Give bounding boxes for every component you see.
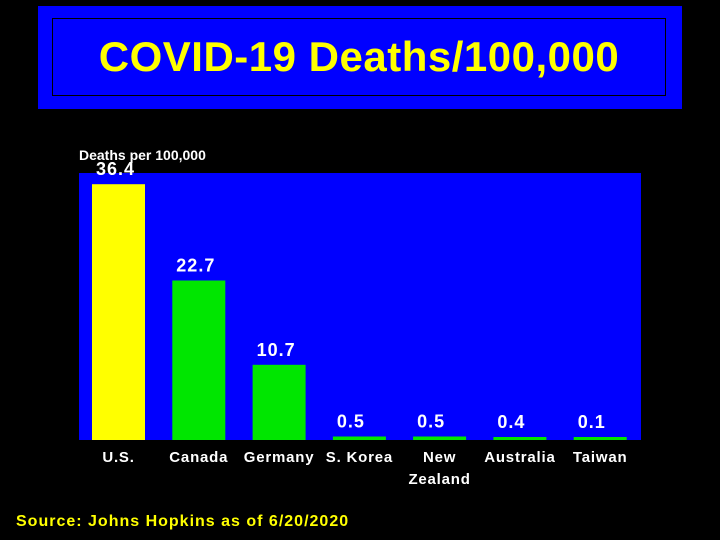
bar-u-s [92,184,145,440]
bar-australia [493,437,547,440]
bar-germany [252,364,306,440]
bar-taiwan [573,437,627,440]
title-frame: COVID-19 Deaths/100,000 [52,18,666,96]
bars [92,184,627,440]
title-banner: COVID-19 Deaths/100,000 [38,6,682,109]
category-labels: U.S. Canada Germany S. Korea New Zealand Austr… [102,449,628,488]
plot-area [79,173,641,440]
y-axis-label: Deaths per 100,000 [79,147,206,163]
category-label-canada: Canada [169,449,228,466]
bar-new-zealand [413,436,467,440]
category-label-s-korea: S. Korea [326,449,393,466]
data-label-germany: 10.7 [257,340,296,360]
bar-canada [172,280,226,440]
source-note: Source: Johns Hopkins as of 6/20/2020 [16,513,350,530]
data-label-u-s: 36.4 [96,159,135,179]
data-label-canada: 22.7 [176,256,215,276]
data-labels: 36.4 22.7 10.7 0.5 0.5 0.4 0.1 [96,159,606,432]
category-label-taiwan: Taiwan [573,449,628,466]
category-label-australia: Australia [484,449,555,466]
data-label-taiwan: 0.1 [578,412,606,432]
category-label-germany: Germany [244,449,315,466]
category-label-u-s: U.S. [102,449,134,466]
data-label-s-korea: 0.5 [337,412,365,432]
data-label-australia: 0.4 [497,412,525,432]
category-label-new-zealand: New Zealand [408,449,470,488]
data-label-new-zealand: 0.5 [417,412,445,432]
bar-s-korea [332,436,386,440]
chart-title: COVID-19 Deaths/100,000 [98,33,620,80]
